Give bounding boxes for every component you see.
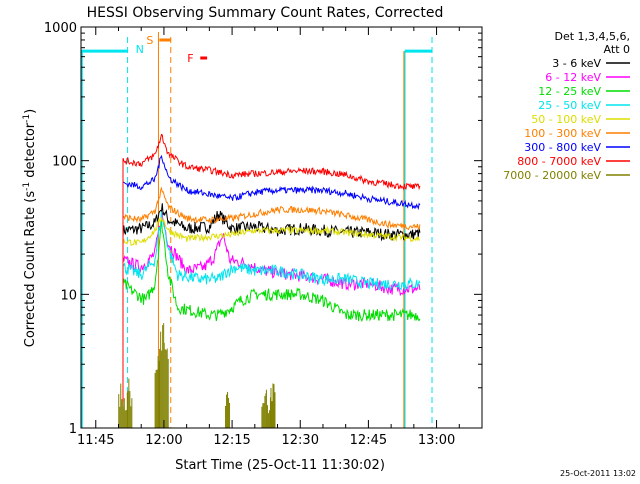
- y-tick-label: 1000: [44, 21, 77, 36]
- legend-label-6: 300 - 800 keV: [524, 141, 601, 154]
- legend-label-5: 100 - 300 keV: [524, 127, 601, 140]
- series-line-6: [122, 154, 421, 428]
- x-tick-label: 12:30: [282, 433, 319, 448]
- y-axis-label-end: ): [23, 109, 38, 114]
- series-line-3: [122, 211, 421, 428]
- x-tick-label: 12:45: [350, 433, 387, 448]
- x-axis-label: Start Time (25-Oct-11 11:30:02): [175, 458, 385, 473]
- x-tick-label: 12:00: [145, 433, 182, 448]
- plot-frame: [80, 26, 483, 429]
- series-line-4: [122, 217, 421, 428]
- y-axis-label-sup1: -1: [22, 182, 32, 191]
- legend-header-detectors: Det 1,3,4,5,6,: [554, 30, 630, 43]
- legend-label-1: 6 - 12 keV: [545, 71, 601, 84]
- series-line-0: [122, 203, 421, 428]
- legend-header-attenuator: Att 0: [604, 43, 630, 56]
- y-tick-label: 100: [52, 155, 77, 170]
- series-line-5: [122, 186, 421, 428]
- x-axis-ticks: 11:45 12:00 12:15 12:30 12:45 13:00: [77, 27, 460, 448]
- x-tick-label: 12:15: [213, 433, 250, 448]
- plot-area: NS F: [80, 26, 483, 429]
- y-axis-label-main: Corrected Count Rate (s: [23, 191, 38, 348]
- footer-date: 25-Oct-2011 13:02: [560, 469, 636, 478]
- y-axis-label-mid: detector: [23, 122, 38, 182]
- flag-label-f: F: [187, 52, 193, 65]
- y-axis-label: Corrected Count Rate (s-1 detector-1): [22, 109, 38, 347]
- legend-label-4: 50 - 100 keV: [531, 113, 601, 126]
- legend-label-7: 800 - 7000 keV: [517, 155, 601, 168]
- legend-label-0: 3 - 6 keV: [552, 57, 601, 70]
- legend-label-3: 25 - 50 keV: [538, 99, 601, 112]
- flag-label-n: N: [136, 43, 144, 56]
- y-axis-label-sup2: -1: [22, 114, 32, 123]
- x-tick-label: 11:45: [77, 433, 114, 448]
- legend-label-2: 12 - 25 keV: [538, 85, 601, 98]
- flag-label-s: S: [146, 34, 153, 47]
- chart-title: HESSI Observing Summary Count Rates, Cor…: [87, 5, 444, 21]
- series-line-7: [122, 133, 421, 428]
- y-tick-label: 10: [60, 288, 77, 303]
- series-line-2: [122, 219, 421, 428]
- y-axis-ticks: 1 10 100 1000: [44, 21, 482, 437]
- y-tick-label: 1: [69, 422, 77, 437]
- x-tick-label: 13:00: [418, 433, 455, 448]
- series-line-1: [122, 212, 421, 428]
- legend-label-8: 7000 - 20000 keV: [503, 169, 601, 182]
